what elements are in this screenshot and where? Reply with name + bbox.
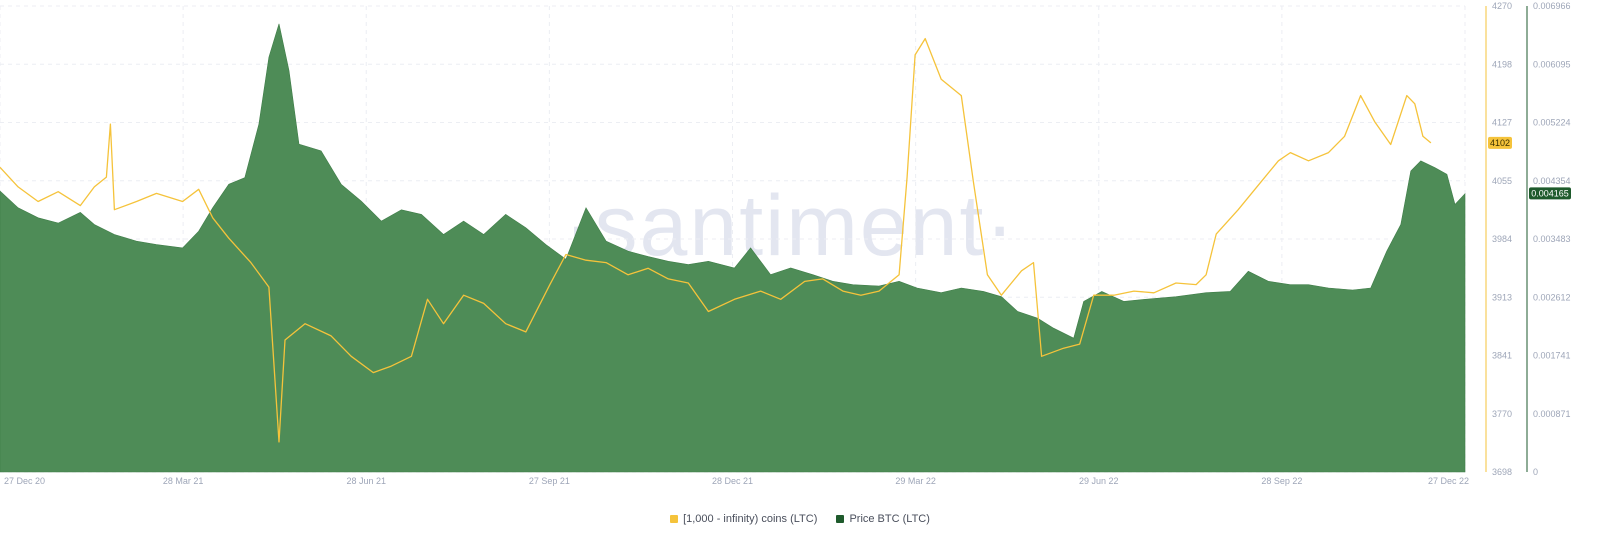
y-right-tick: 0.003483 [1533,234,1571,244]
x-tick: 28 Jun 21 [346,476,386,486]
y-right-tick: 0.002612 [1533,292,1571,302]
x-tick: 27 Dec 20 [4,476,45,486]
y-left-tick: 3770 [1492,409,1512,419]
y-right-tick: 0 [1533,467,1538,477]
y-left-tick: 4127 [1492,118,1512,128]
y-left-tick: 3984 [1492,234,1512,244]
y-left-tick: 4198 [1492,59,1512,69]
series-area-price [0,23,1466,473]
x-tick: 29 Jun 22 [1079,476,1119,486]
area-layer [0,23,1466,473]
x-tick: 28 Sep 22 [1261,476,1302,486]
legend: [1,000 - infinity) coins (LTC) Price BTC… [0,513,1600,526]
current-badge-price [1529,187,1571,200]
x-tick: 29 Mar 22 [895,476,936,486]
x-tick: 28 Dec 21 [712,476,753,486]
legend-label-holders: [1,000 - infinity) coins (LTC) [683,513,818,525]
legend-label-price: Price BTC (LTC) [849,513,930,525]
y-left-tick: 3913 [1492,292,1512,302]
y-right-tick: 0.000871 [1533,409,1571,419]
legend-swatch-price [836,515,845,523]
y-left-tick: 3841 [1492,351,1512,361]
y-right-tick: 0.004354 [1533,176,1571,186]
x-tick: 28 Mar 21 [163,476,204,486]
current-badge-holders [1488,136,1512,149]
x-tick: 27 Sep 21 [529,476,570,486]
y-left-tick: 4270 [1492,1,1512,11]
legend-swatch-holders [670,515,679,523]
x-tick: 27 Dec 22 [1428,476,1469,486]
axes: 4270 0.006966 4198 0.006095 4127 0.005224 4055… [4,1,1571,486]
y-left-tick: 4055 [1492,176,1512,186]
y-right-tick: 0.006966 [1533,1,1571,11]
current-badge-price-label: 0.004165 [1531,188,1569,198]
series-line-holders [0,37,1432,443]
y-right-tick: 0.005224 [1533,118,1571,128]
y-left-tick: 3698 [1492,467,1512,477]
y-right-tick: 0.001741 [1533,351,1571,361]
legend-item-price[interactable]: Price BTC (LTC) [836,513,930,525]
current-badge-holders-label: 4102 [1490,138,1510,148]
y-right-tick: 0.006095 [1533,59,1571,69]
legend-item-holders[interactable]: [1,000 - infinity) coins (LTC) [670,513,817,525]
line-layer [0,37,1432,443]
